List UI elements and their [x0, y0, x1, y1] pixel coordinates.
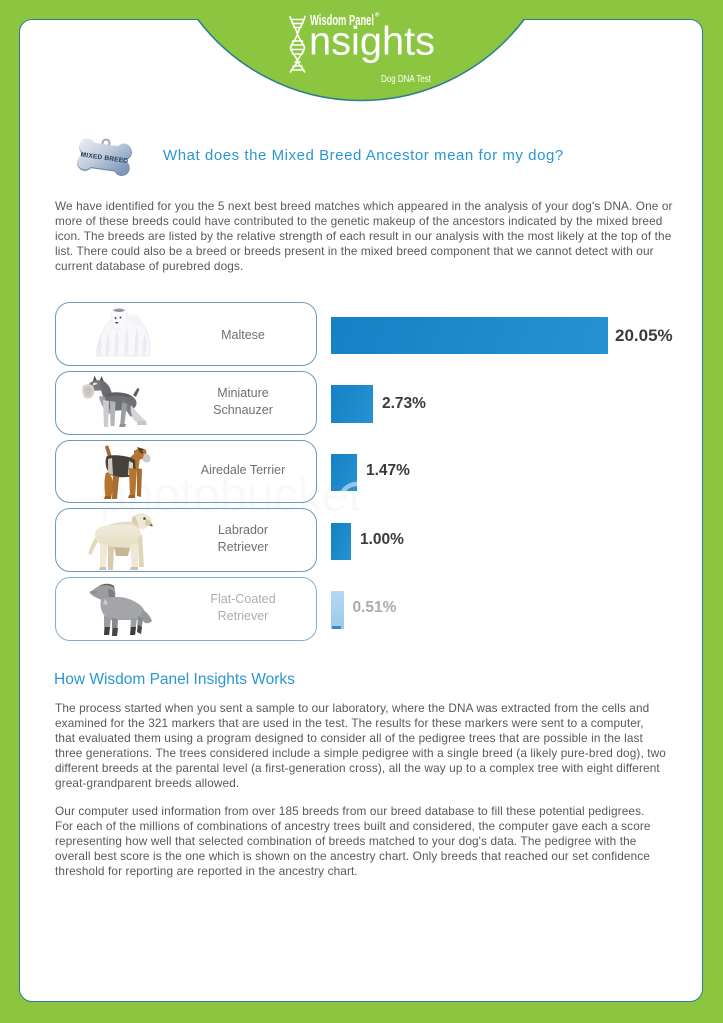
svg-text:Dog DNA Test: Dog DNA Test	[381, 74, 431, 85]
svg-text:Wisdom Panel: Wisdom Panel	[310, 12, 374, 29]
svg-text:nsights: nsights	[309, 20, 435, 64]
svg-text:®: ®	[375, 12, 380, 19]
